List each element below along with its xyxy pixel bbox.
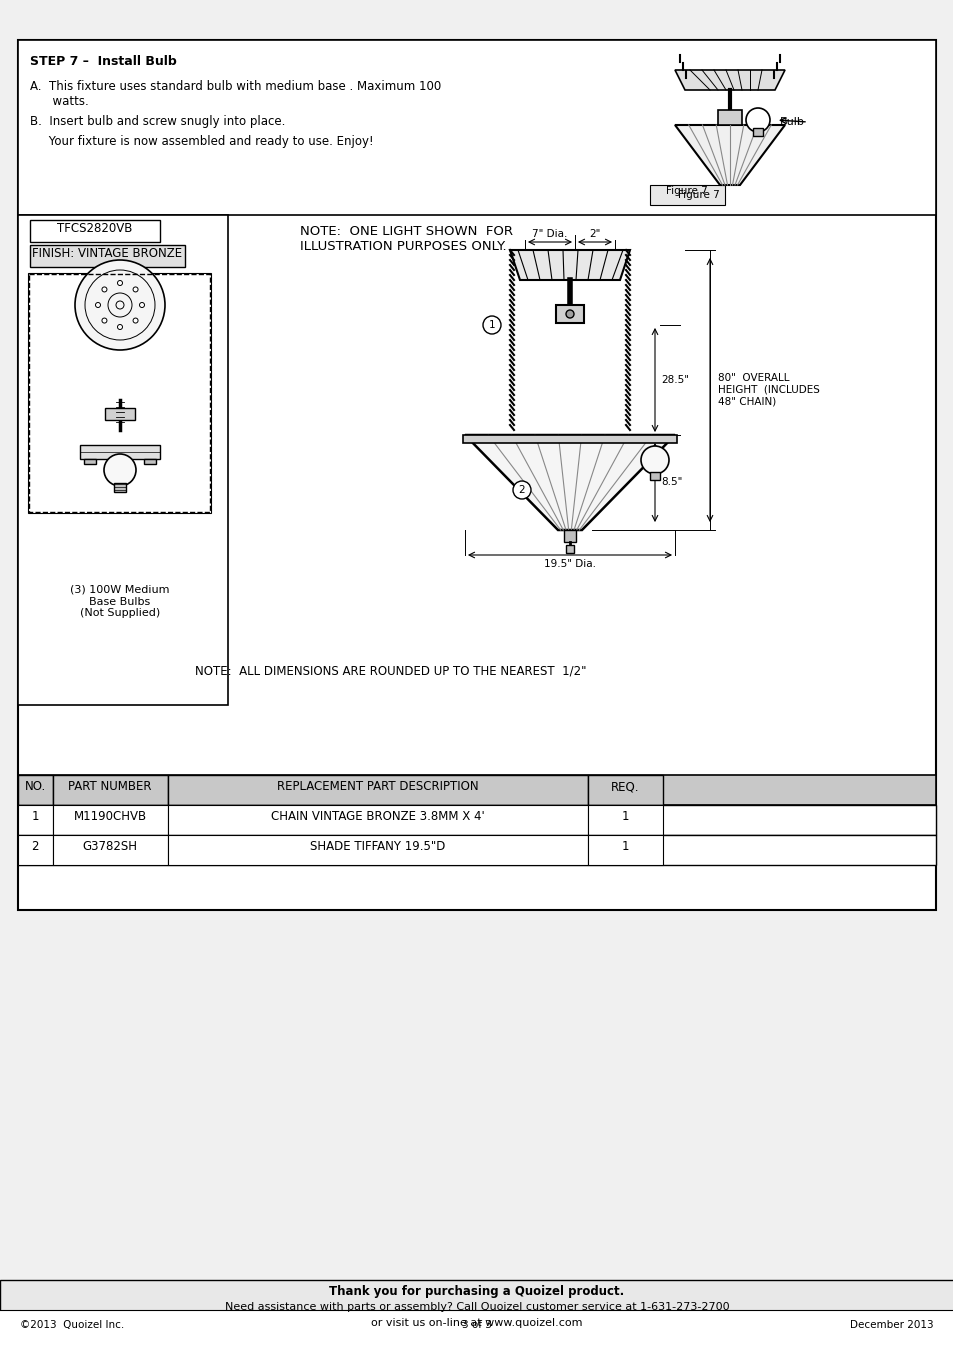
Text: B.  Insert bulb and screw snugly into place.: B. Insert bulb and screw snugly into pla… xyxy=(30,115,285,128)
Bar xyxy=(18,775,53,805)
Text: SHADE TIFFANY 19.5"D: SHADE TIFFANY 19.5"D xyxy=(310,840,445,853)
Text: Need assistance with parts or assembly? Call Quoizel customer service at 1-631-2: Need assistance with parts or assembly? … xyxy=(225,1301,728,1312)
Circle shape xyxy=(117,324,122,329)
Text: or visit us on-line at www.quoizel.com: or visit us on-line at www.quoizel.com xyxy=(371,1318,582,1328)
Bar xyxy=(80,446,160,459)
Circle shape xyxy=(75,261,165,350)
Polygon shape xyxy=(675,126,784,185)
Bar xyxy=(718,109,741,126)
Bar xyxy=(113,483,126,491)
Text: 1: 1 xyxy=(31,810,39,824)
Text: Figure 7: Figure 7 xyxy=(678,190,720,200)
Text: CHAIN VINTAGE BRONZE 3.8MM X 4': CHAIN VINTAGE BRONZE 3.8MM X 4' xyxy=(271,810,484,824)
Bar xyxy=(556,305,583,323)
Bar xyxy=(587,805,662,836)
Circle shape xyxy=(132,288,138,292)
Text: Bulb: Bulb xyxy=(780,117,804,127)
Circle shape xyxy=(482,316,500,333)
Bar xyxy=(144,459,156,464)
Text: 3 of 3: 3 of 3 xyxy=(461,1320,492,1330)
Bar xyxy=(84,459,96,464)
Bar xyxy=(18,836,53,865)
Bar xyxy=(28,273,211,513)
Text: ©2013  Quoizel Inc.: ©2013 Quoizel Inc. xyxy=(20,1320,124,1330)
Bar xyxy=(587,775,662,805)
Bar xyxy=(587,836,662,865)
Bar xyxy=(462,435,677,443)
Text: TFCS2820VB: TFCS2820VB xyxy=(57,221,132,235)
Polygon shape xyxy=(464,435,675,531)
Bar xyxy=(18,215,228,705)
Bar xyxy=(53,836,168,865)
Text: Your fixture is now assembled and ready to use. Enjoy!: Your fixture is now assembled and ready … xyxy=(30,135,374,148)
Bar xyxy=(168,775,587,805)
Text: Thank you for purchasing a Quoizel product.: Thank you for purchasing a Quoizel produ… xyxy=(329,1285,624,1297)
Text: (3) 100W Medium
Base Bulbs
(Not Supplied): (3) 100W Medium Base Bulbs (Not Supplied… xyxy=(71,585,170,618)
Circle shape xyxy=(102,319,107,323)
Text: 2: 2 xyxy=(31,840,39,853)
Text: 1: 1 xyxy=(488,320,495,329)
Circle shape xyxy=(117,281,122,285)
Bar xyxy=(18,40,935,215)
Text: M1190CHVB: M1190CHVB xyxy=(73,810,147,824)
Bar xyxy=(0,1310,953,1350)
Text: Figure 7: Figure 7 xyxy=(665,186,707,196)
Text: FINISH: VINTAGE BRONZE: FINISH: VINTAGE BRONZE xyxy=(31,247,182,261)
Circle shape xyxy=(640,446,668,474)
Bar xyxy=(30,220,160,242)
Bar xyxy=(53,775,168,805)
Bar xyxy=(18,805,53,836)
Circle shape xyxy=(102,288,107,292)
Circle shape xyxy=(513,481,531,500)
Text: 8.5": 8.5" xyxy=(660,477,681,487)
Text: 7" Dia.: 7" Dia. xyxy=(532,230,567,239)
Bar xyxy=(18,40,935,910)
Text: 1: 1 xyxy=(620,840,628,853)
Text: REQ.: REQ. xyxy=(610,780,639,792)
Circle shape xyxy=(565,310,574,319)
Bar xyxy=(168,836,587,865)
Text: 1: 1 xyxy=(620,810,628,824)
Bar xyxy=(168,805,587,836)
Text: PART NUMBER: PART NUMBER xyxy=(69,780,152,792)
Bar xyxy=(0,1280,953,1350)
Bar xyxy=(105,408,135,420)
Text: NO.: NO. xyxy=(25,780,46,792)
Text: 80"  OVERALL
HEIGHT  (INCLUDES
48" CHAIN): 80" OVERALL HEIGHT (INCLUDES 48" CHAIN) xyxy=(718,374,819,406)
Text: REPLACEMENT PART DESCRIPTION: REPLACEMENT PART DESCRIPTION xyxy=(277,780,478,792)
Bar xyxy=(30,244,185,267)
Text: 19.5" Dia.: 19.5" Dia. xyxy=(543,559,596,568)
Text: A.  This fixture uses standard bulb with medium base . Maximum 100
      watts.: A. This fixture uses standard bulb with … xyxy=(30,80,441,108)
Bar xyxy=(752,128,762,136)
Text: G3782SH: G3782SH xyxy=(82,840,137,853)
Circle shape xyxy=(95,302,100,308)
Bar xyxy=(649,472,659,481)
Bar xyxy=(649,185,724,205)
Polygon shape xyxy=(510,250,629,279)
Text: STEP 7 –  Install Bulb: STEP 7 – Install Bulb xyxy=(30,55,176,68)
Bar xyxy=(18,836,935,865)
Bar xyxy=(18,805,935,836)
Bar xyxy=(18,775,935,805)
Text: 28.5": 28.5" xyxy=(660,375,688,385)
Bar xyxy=(563,531,576,541)
Text: 2": 2" xyxy=(589,230,600,239)
Circle shape xyxy=(139,302,144,308)
Bar xyxy=(28,78,33,82)
Text: December 2013: December 2013 xyxy=(849,1320,933,1330)
Circle shape xyxy=(745,108,769,132)
Text: 2: 2 xyxy=(518,485,525,495)
Text: NOTE:  ALL DIMENSIONS ARE ROUNDED UP TO THE NEAREST  1/2": NOTE: ALL DIMENSIONS ARE ROUNDED UP TO T… xyxy=(194,666,586,678)
Circle shape xyxy=(132,319,138,323)
Bar xyxy=(53,805,168,836)
Bar xyxy=(565,545,574,554)
Circle shape xyxy=(104,454,136,486)
Text: NOTE:  ONE LIGHT SHOWN  FOR
ILLUSTRATION PURPOSES ONLY.: NOTE: ONE LIGHT SHOWN FOR ILLUSTRATION P… xyxy=(299,225,513,252)
Polygon shape xyxy=(675,70,784,90)
Bar xyxy=(29,274,210,512)
